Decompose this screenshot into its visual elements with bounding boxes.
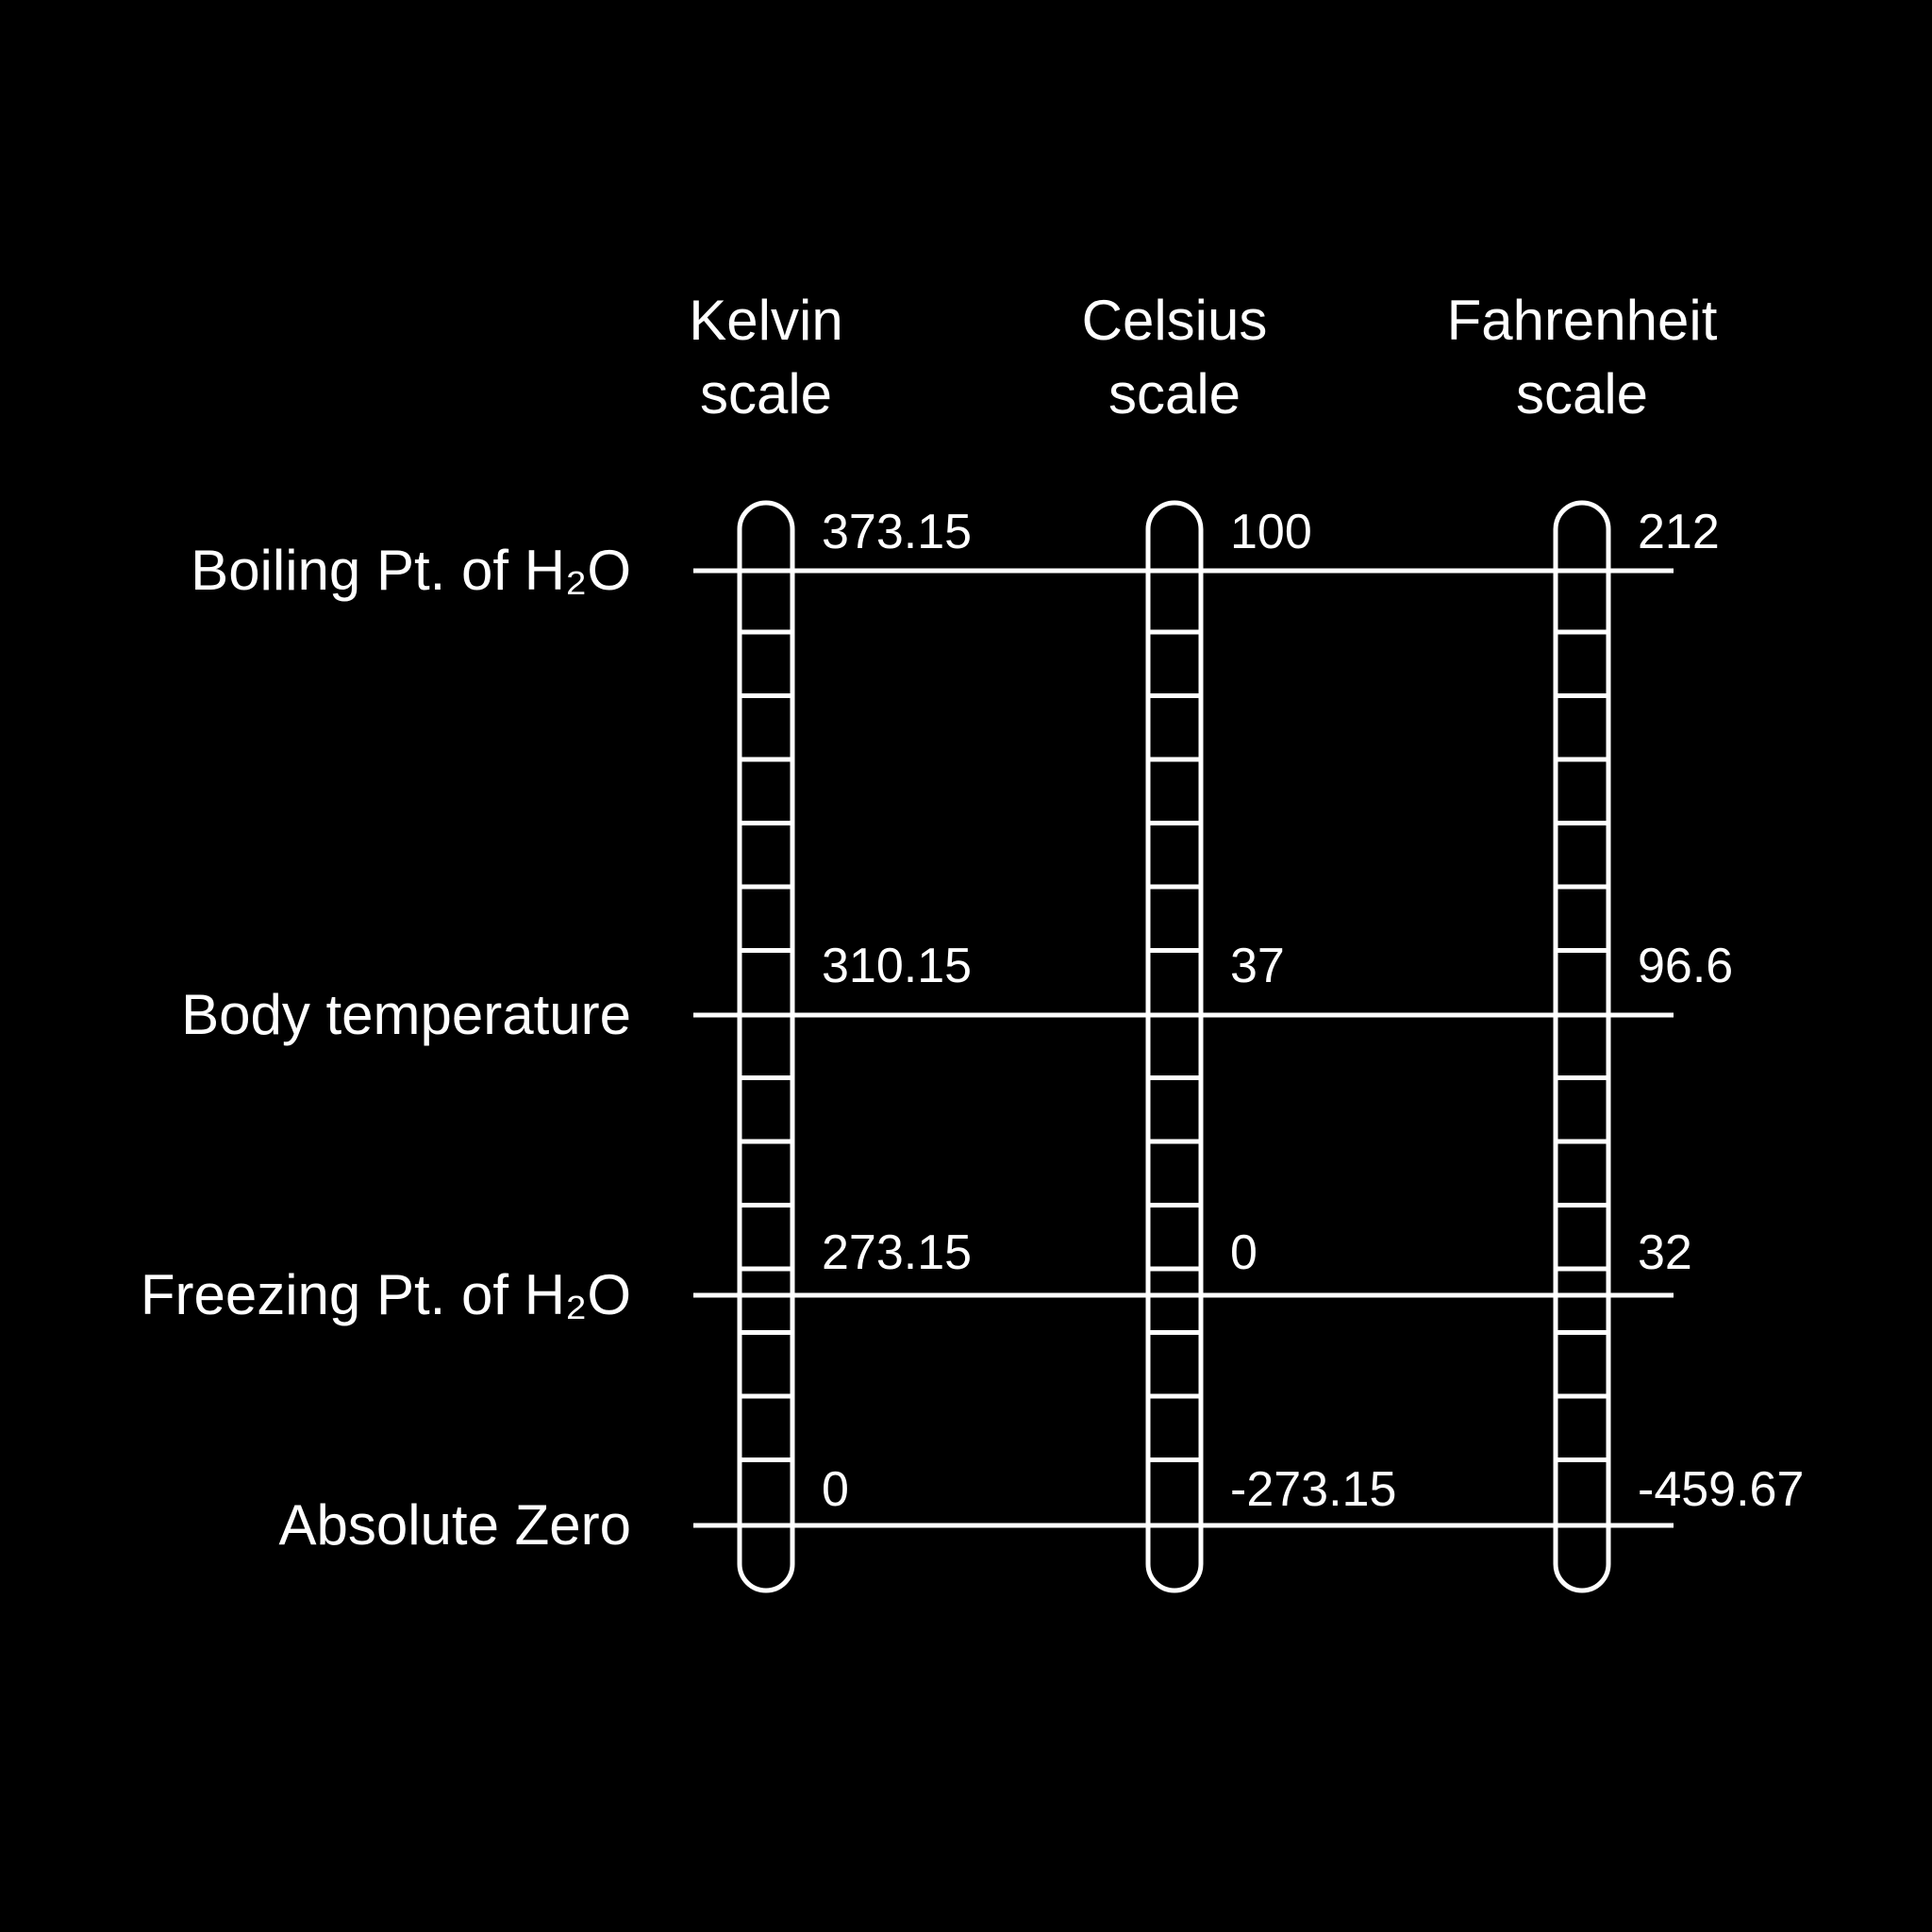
row-label: Body temperature bbox=[181, 983, 631, 1046]
thermometer-tube bbox=[737, 500, 795, 1593]
scale-value: 212 bbox=[1638, 505, 1720, 559]
row-label: Freezing Pt. of H₂O bbox=[141, 1263, 631, 1326]
scale-header: scale bbox=[1516, 362, 1648, 425]
scale-value: 32 bbox=[1638, 1225, 1692, 1280]
scale-header: Celsius bbox=[1082, 289, 1268, 352]
scale-header: Kelvin bbox=[689, 289, 842, 352]
scale-value: 310.15 bbox=[822, 939, 972, 993]
scale-value: 373.15 bbox=[822, 505, 972, 559]
scale-value: 273.15 bbox=[822, 1225, 972, 1280]
scale-value: 96.6 bbox=[1638, 939, 1733, 993]
scale-value: -459.67 bbox=[1638, 1462, 1804, 1517]
row-label: Boiling Pt. of H₂O bbox=[191, 539, 631, 602]
scale-value: -273.15 bbox=[1230, 1462, 1396, 1517]
scale-header: Fahrenheit bbox=[1447, 289, 1718, 352]
scale-header: scale bbox=[700, 362, 832, 425]
thermometer-tube bbox=[1553, 500, 1611, 1593]
scale-value: 37 bbox=[1230, 939, 1285, 993]
scale-value: 100 bbox=[1230, 505, 1312, 559]
row-label: Absolute Zero bbox=[278, 1493, 631, 1557]
scale-header: scale bbox=[1108, 362, 1241, 425]
thermometer-tube bbox=[1145, 500, 1204, 1593]
scale-value: 0 bbox=[1230, 1225, 1257, 1280]
scale-value: 0 bbox=[822, 1462, 849, 1517]
